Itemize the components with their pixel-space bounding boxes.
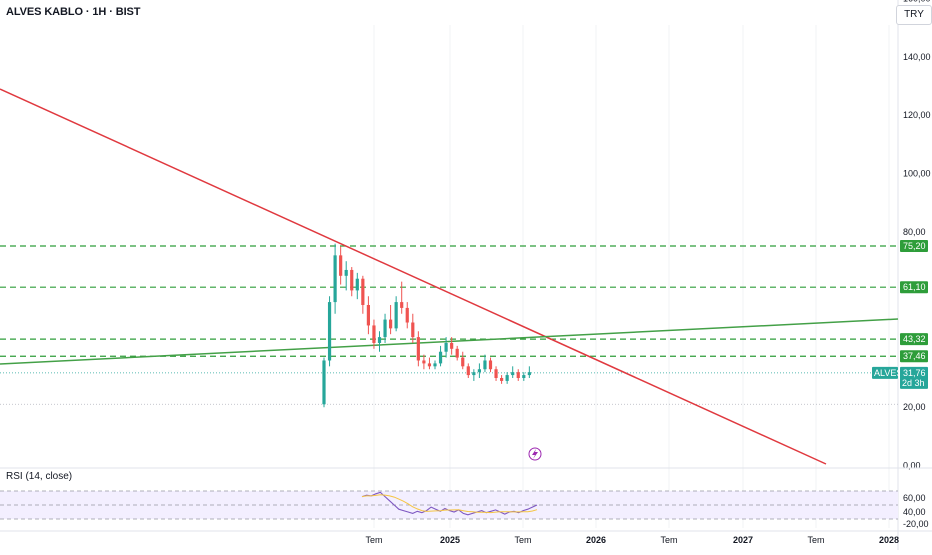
x-tick-label: Tem [807,535,824,545]
candle-body [500,378,504,381]
candle-body [494,369,498,378]
symbol-tag [872,366,898,379]
candle-body [383,319,387,338]
candle-body [527,372,531,376]
x-tick-label: Tem [365,535,382,545]
candle-body [433,363,437,367]
candle-body [466,366,470,376]
candle-body [450,342,454,349]
rsi-tick-label: 40,00 [903,507,926,517]
countdown-label: 2d 3h [902,378,925,388]
x-tick-label: 2027 [733,535,753,545]
candle-body [444,342,448,352]
current-price-label: 31,76 [903,368,926,378]
candle-body [438,351,443,364]
candle-body [344,269,348,276]
candle-body [350,269,354,291]
chart-title[interactable]: ALVES KABLO · 1H · BIST [6,6,141,18]
rsi-line[interactable] [361,491,538,516]
candle-body [522,375,526,378]
x-tick-label: Tem [514,535,531,545]
candle-body [472,372,476,376]
candle-body [322,360,326,405]
y-tick-label: 100,00 [903,169,931,179]
candle-body [400,302,404,308]
price-level-tag [900,350,928,363]
y-tick-label: 0,00 [903,461,921,471]
candle-body [488,360,493,370]
candle-body [455,348,459,358]
descending-trend-line[interactable] [0,88,827,465]
price-level-tag [900,333,928,346]
price-level-tag [900,281,928,294]
rsi-label[interactable]: RSI (14, close) [6,471,73,482]
price-level-label: 75,20 [903,241,926,251]
candle-body [461,357,465,367]
price-level-tag [900,240,928,253]
candle-body [372,325,376,343]
candle-body [377,337,382,343]
candle-body [394,302,398,329]
price-level-label: 61,10 [903,282,926,292]
candle-body [422,360,426,364]
x-tick-label: 2028 [879,535,899,545]
y-tick-label: 160,00 [903,0,931,3]
price-level-label: 43,32 [903,334,926,344]
candle-body [327,302,332,361]
ascending-trend-line[interactable] [0,318,899,365]
x-tick-label: Tem [660,535,677,545]
y-tick-label: -20,00 [903,519,929,529]
candle-body [366,305,370,326]
candle-body [505,375,509,381]
candle-body [477,369,481,373]
candle-body [411,322,415,338]
price-level-label: 37,46 [903,351,926,361]
y-tick-label: 80,00 [903,227,926,237]
y-tick-label: 20,00 [903,402,926,412]
rsi-ma-line [361,494,538,514]
candle-body [361,278,365,305]
candle-body [427,363,432,367]
candle-body [339,255,343,276]
candle-body [483,360,487,370]
y-tick-label: 120,00 [903,110,931,120]
current-price-tag [900,366,928,389]
x-tick-label: 2026 [586,535,606,545]
candle-body [511,372,515,376]
symbol-tag-label: ALVES [874,368,902,378]
rsi-tick-label: 60,00 [903,493,926,503]
candle-body [389,319,393,329]
candle-body [355,278,359,291]
y-tick-label: 140,00 [903,52,931,62]
x-tick-label: 2025 [440,535,460,545]
currency-selector[interactable]: TRY [896,5,932,25]
candle-body [405,307,409,323]
lightning-bolt-icon [532,449,538,459]
candle-body [516,372,520,378]
candle-body [416,337,420,361]
candle-body [333,255,337,303]
